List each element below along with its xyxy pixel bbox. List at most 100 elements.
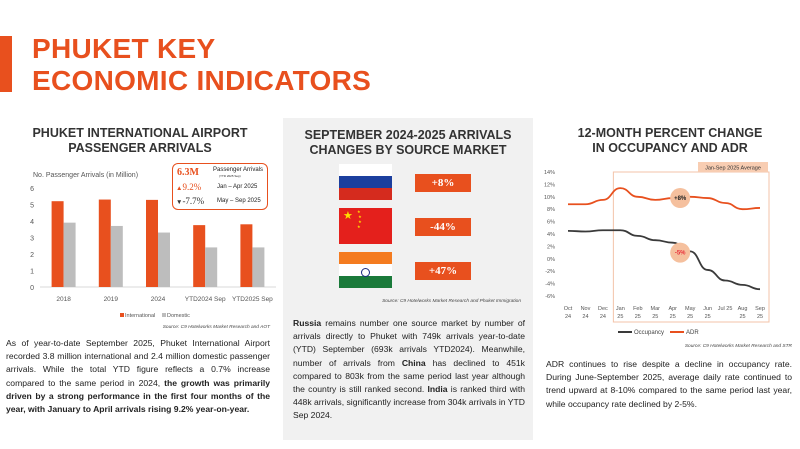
x-tick-label: 25 <box>617 314 623 320</box>
x-tick-label: May <box>685 306 696 312</box>
title-accent-bar <box>0 36 12 92</box>
occupancy-chart-title: 12-MONTH PERCENT CHANGE IN OCCUPANCY AND … <box>577 126 763 155</box>
china-flag-icon: ★ ★ ★ ★ ★ <box>339 208 392 244</box>
occupancy-average-bubble <box>670 242 691 263</box>
x-tick-label: 2018 <box>56 296 71 303</box>
occupancy-average-label: -5% <box>675 251 686 257</box>
x-tick-label: 25 <box>670 314 676 320</box>
x-tick-label: Dec <box>598 306 608 312</box>
y-axis-label: No. Passenger Arrivals (in Million) <box>33 172 138 179</box>
x-tick-label: YTD2024 Sep <box>185 296 226 303</box>
x-tick-label: 2019 <box>104 296 119 303</box>
y-tick-label: -4% <box>545 282 555 288</box>
line-adr <box>568 187 761 211</box>
x-tick-label: 25 <box>757 314 763 320</box>
china-change: -44% <box>415 218 471 236</box>
y-tick-label: 14% <box>544 170 555 176</box>
down-label: May – Sep 2025 <box>217 198 261 204</box>
y-tick-label: 0% <box>547 257 555 263</box>
y-tick-label: 4% <box>547 232 555 238</box>
highlight-label: Jan-Sep 2025 Average <box>705 166 761 172</box>
x-tick-label: 25 <box>652 314 658 320</box>
airport-paragraph: As of year-to-date September 2025, Phuke… <box>6 338 270 415</box>
x-tick-label: 25 <box>705 314 711 320</box>
x-tick-label: Aug <box>738 306 748 312</box>
y-tick-label: 2% <box>547 244 555 250</box>
passenger-arrivals-bar-chart: No. Passenger Arrivals (in Million) 0 1 2 3 4… <box>30 172 276 319</box>
occupancy-adr-line-chart: Jan-Sep 2025 Average -6% -4% -2% 0% 2% 4% 6% 8% 1… <box>544 162 770 336</box>
airport-chart-title: PHUKET INTERNATIONAL AIRPORT PASSENGER AR… <box>32 126 248 155</box>
adr-average-label: +8% <box>674 196 687 202</box>
bar-international <box>240 224 253 287</box>
down-arrow-icon: ▼ <box>176 199 183 206</box>
occupancy-source: Source: C9 Hotelworks Market Research an… <box>684 344 792 349</box>
x-tick-label: 2024 <box>151 296 166 303</box>
russia-change: +8% <box>415 174 471 192</box>
x-tick-label: 25 <box>635 314 641 320</box>
bar-domestic <box>252 247 265 287</box>
x-tick-label: YTD2025 Sep <box>232 296 273 303</box>
y-tick-label: 1 <box>30 269 34 276</box>
bar-international <box>51 201 64 287</box>
x-tick-label: 24 <box>582 314 588 320</box>
x-tick-label: Apr <box>668 306 677 312</box>
total-sub: (YTD 2025 Sep) <box>219 174 241 178</box>
india-flag-icon <box>339 252 392 288</box>
x-tick-label: Nov <box>581 306 591 312</box>
legend-label: Domestic <box>167 313 190 319</box>
y-tick-label: 3 <box>30 236 34 243</box>
bar-international <box>98 199 111 287</box>
x-tick-label: Jun <box>703 306 712 312</box>
y-tick-label: 0 <box>30 285 34 292</box>
y-tick-label: 12% <box>544 182 555 188</box>
x-tick-label: 25 <box>739 314 745 320</box>
source-market-title: SEPTEMBER 2024-2025 ARRIVALS CHANGES BY S… <box>304 128 512 157</box>
market-paragraph: Russia remains number one source market … <box>293 318 525 421</box>
page-title: PHUKET KEY ECONOMIC INDICATORS <box>32 33 372 96</box>
bar-domestic <box>205 247 218 287</box>
india-change: +47% <box>415 262 471 280</box>
y-tick-label: 10% <box>544 195 555 201</box>
up-label: Jan – Apr 2025 <box>217 184 258 190</box>
y-tick-label: 6% <box>547 220 555 226</box>
x-tick-label: 24 <box>600 314 606 320</box>
down-value: -7.7% <box>182 196 205 206</box>
y-tick-label: -6% <box>545 294 555 300</box>
x-tick-label: Sep <box>755 306 765 312</box>
x-tick-label: Mar <box>651 306 661 312</box>
total-arrivals: 6.3M <box>177 167 199 178</box>
market-source: Source: C9 Hotelworks Market Research an… <box>382 299 521 304</box>
source-market-panel: SEPTEMBER 2024-2025 ARRIVALS CHANGES BY S… <box>283 118 533 440</box>
bar-domestic <box>158 232 170 287</box>
x-tick-label: Jul 25 <box>718 306 733 312</box>
x-tick-label: 24 <box>565 314 571 320</box>
y-tick-label: 6 <box>30 186 34 193</box>
y-tick-label: 8% <box>547 207 555 213</box>
bar-domestic <box>63 222 76 287</box>
russia-flag-icon <box>339 164 392 200</box>
up-arrow-icon: ▲ <box>176 185 183 192</box>
airport-source: Source: C9 Hotelworks Market Research an… <box>162 325 270 330</box>
legend-label: International <box>125 313 155 319</box>
x-tick-label: 25 <box>687 314 693 320</box>
total-label: Passenger Arrivals <box>213 167 264 173</box>
occupancy-paragraph: ADR continues to rise despite a decline … <box>546 359 792 409</box>
x-tick-label: Feb <box>633 306 642 312</box>
legend-swatch <box>162 313 166 317</box>
bar-international <box>193 225 206 287</box>
line-occupancy <box>567 229 761 291</box>
y-tick-label: 4 <box>30 219 34 226</box>
up-value: 9.2% <box>182 182 202 192</box>
legend-swatch <box>120 313 124 317</box>
highlight-label-bg <box>698 162 768 172</box>
legend-label: ADR <box>686 330 699 336</box>
y-tick-label: 2 <box>30 252 34 259</box>
y-tick-label: 5 <box>30 203 34 210</box>
average-highlight-box <box>612 171 770 323</box>
bar-domestic <box>110 225 123 287</box>
x-tick-label: Jan <box>616 306 625 312</box>
legend-label: Occupancy <box>634 330 664 336</box>
y-tick-label: -2% <box>545 269 555 275</box>
x-tick-label: Oct <box>564 306 573 312</box>
passenger-callout: 6.3M Passenger Arrivals (YTD 2025 Sep) ▲… <box>172 163 268 210</box>
